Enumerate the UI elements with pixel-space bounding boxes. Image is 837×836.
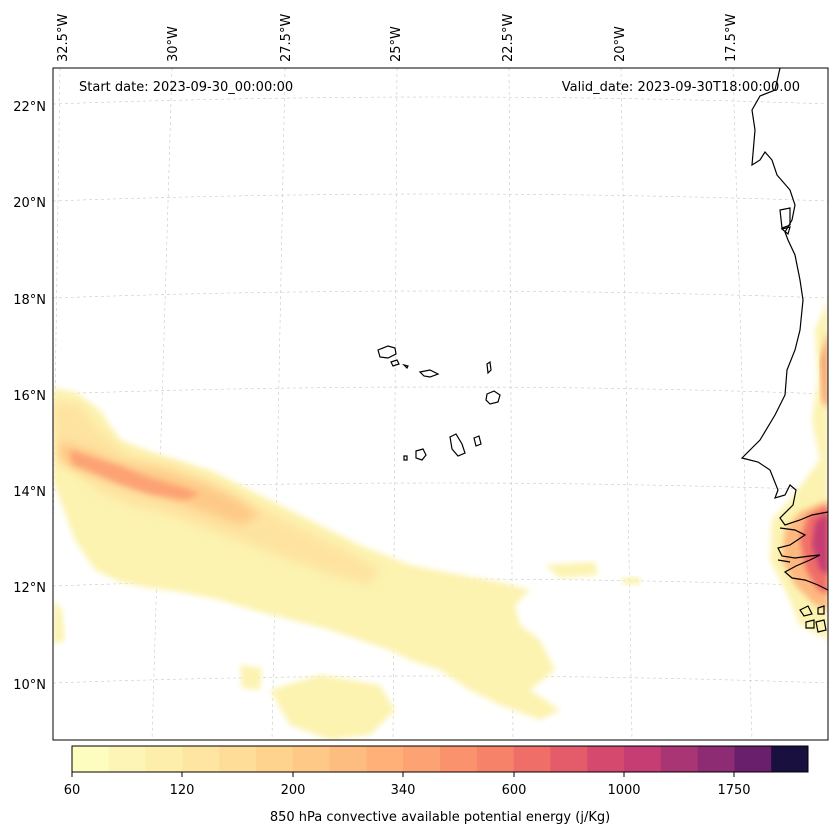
lon-tick-labels: 32.5°W 30°W 27.5°W 25°W 22.5°W 20°W 17.5… xyxy=(56,14,739,62)
colorbar-cell xyxy=(219,746,257,772)
start-date-label: Start date: 2023-09-30_00:00:00 xyxy=(79,80,293,95)
colorbar-tick-label: 60 xyxy=(64,783,81,798)
colorbar-cell xyxy=(108,746,147,772)
island-sal xyxy=(486,360,492,375)
valid-date-label: Valid_date: 2023-09-30T18:00:00.00 xyxy=(562,80,800,95)
cape-contour-60-blob-d xyxy=(545,562,598,578)
island-maio xyxy=(473,435,482,447)
lon-tick: 27.5°W xyxy=(279,14,294,62)
colorbar-cell xyxy=(476,746,515,772)
cape-contour-60-blob-b xyxy=(240,665,262,690)
colorbar-tick-label: 1750 xyxy=(717,783,750,798)
colorbar-cells xyxy=(72,746,809,772)
cape-verde-islands xyxy=(377,345,501,461)
lat-tick: 18°N xyxy=(13,293,46,308)
colorbar-tick-label: 600 xyxy=(502,783,527,798)
lat-tick: 16°N xyxy=(13,389,46,404)
colorbar-cell xyxy=(550,746,588,772)
island-santa-luzia xyxy=(402,363,409,370)
cape-contour-60-blob-c xyxy=(53,600,65,645)
lon-tick: 30°W xyxy=(166,26,181,62)
lat-tick: 22°N xyxy=(13,100,46,115)
colorbar-tick-label: 200 xyxy=(281,783,306,798)
lat-tick: 12°N xyxy=(13,581,46,596)
lon-tick: 17.5°W xyxy=(724,14,739,62)
cape-coast-peak xyxy=(812,512,828,575)
colorbar-cell xyxy=(697,746,735,772)
cape-contour-60-blob-e xyxy=(622,577,640,585)
island-sao-vicente xyxy=(390,359,400,367)
lat-tick: 10°N xyxy=(13,678,46,693)
colorbar-cell xyxy=(182,746,220,772)
colorbar-cell xyxy=(513,746,551,772)
lon-tick: 25°W xyxy=(389,26,404,62)
colorbar-cell xyxy=(660,746,699,772)
cape-coast-east xyxy=(820,330,828,410)
colorbar-cell xyxy=(624,746,662,772)
island-santo-antao xyxy=(377,345,397,359)
island-fogo xyxy=(415,448,427,461)
island-brava xyxy=(403,455,408,461)
lon-tick: 22.5°W xyxy=(501,14,516,62)
colorbar-tick-label: 120 xyxy=(170,783,195,798)
colorbar-cell xyxy=(734,746,772,772)
island-santiago xyxy=(449,433,466,457)
island-sao-nicolau xyxy=(418,369,440,378)
colorbar-cell xyxy=(366,746,404,772)
lat-tick: 20°N xyxy=(13,196,46,211)
lon-tick: 32.5°W xyxy=(56,14,71,62)
colorbar-tick-labels: 60 120 200 340 600 1000 1750 xyxy=(64,783,751,798)
map-plot-area xyxy=(53,68,828,740)
lon-tick: 20°W xyxy=(613,26,628,62)
colorbar-ticks xyxy=(71,772,735,777)
colorbar-cell xyxy=(292,746,331,772)
colorbar-cell xyxy=(72,746,110,772)
west-african-coastline xyxy=(740,68,828,633)
colorbar-cell xyxy=(329,746,367,772)
colorbar-cell xyxy=(256,746,294,772)
colorbar-frame xyxy=(71,745,809,773)
colorbar: 60 120 200 340 600 1000 1750 850 hPa con… xyxy=(64,745,809,825)
colorbar-cell xyxy=(145,746,183,772)
lat-tick-labels: 22°N 20°N 18°N 16°N 14°N 12°N 10°N xyxy=(13,100,46,693)
cape-field xyxy=(53,300,828,740)
lat-tick: 14°N xyxy=(13,485,46,500)
colorbar-cell xyxy=(440,746,478,772)
colorbar-tick-label: 340 xyxy=(391,783,416,798)
colorbar-label: 850 hPa convective available potential e… xyxy=(270,810,610,825)
colorbar-cell xyxy=(587,746,625,772)
cape-contour-60-blob-a xyxy=(270,675,395,740)
colorbar-tick-label: 1000 xyxy=(607,783,640,798)
island-boa-vista xyxy=(485,390,501,405)
colorbar-cell xyxy=(403,746,441,772)
map-frame xyxy=(52,67,829,741)
cape-contour-340 xyxy=(70,450,200,500)
colorbar-cell xyxy=(771,746,809,772)
